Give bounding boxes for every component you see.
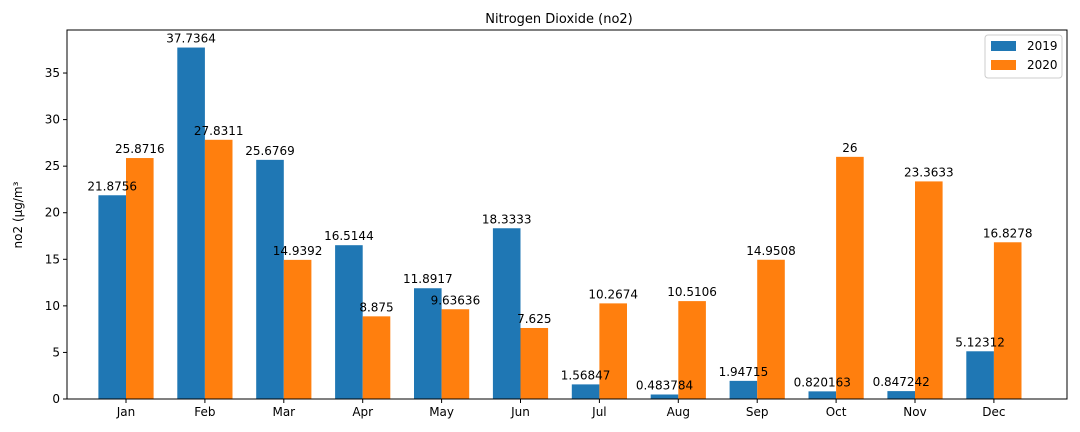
x-tick-label: Mar: [272, 405, 295, 419]
y-axis-label: no2 (µg/m³: [11, 181, 25, 248]
data-label: 1.94715: [719, 365, 769, 379]
legend-swatch-2020: [991, 60, 1016, 70]
legend: 2019 2020: [984, 34, 1063, 79]
data-label: 7.625: [517, 312, 551, 326]
data-label: 10.5106: [667, 285, 717, 299]
x-tick-label: Jan: [116, 405, 136, 419]
bar-2019-oct: [808, 391, 837, 399]
bar-2019-mar: [256, 159, 284, 399]
data-label: 10.2674: [588, 287, 638, 301]
x-tick-label: Jul: [591, 405, 606, 419]
data-label: 14.9508: [746, 244, 796, 258]
data-label: 23.3633: [904, 165, 954, 179]
x-tick-label: Nov: [903, 405, 926, 419]
bar-2020-jun: [520, 327, 549, 399]
bars-layer: [98, 47, 1022, 399]
bar-2019-apr: [335, 245, 363, 399]
bar-2020-dec: [993, 242, 1022, 399]
y-tick-label: 20: [45, 206, 60, 220]
x-tick-label: May: [429, 405, 454, 419]
data-label: 37.7364: [166, 32, 216, 46]
data-label: 16.5144: [324, 229, 374, 243]
y-tick-label: 25: [45, 159, 60, 173]
bar-2020-aug: [678, 301, 706, 399]
data-label: 8.875: [359, 300, 393, 314]
y-axis: 0 5 10 15 20 25 30 35: [45, 66, 67, 406]
x-tick-label: Dec: [982, 405, 1005, 419]
data-label: 0.847242: [873, 375, 930, 389]
bar-2019-sep: [729, 380, 758, 399]
legend-label-2020: 2020: [1027, 58, 1058, 72]
data-label: 0.483784: [636, 378, 693, 392]
y-tick-label: 35: [45, 66, 60, 80]
data-label: 26: [842, 141, 857, 155]
data-label: 11.8917: [403, 272, 453, 286]
y-tick-label: 0: [52, 392, 60, 406]
y-tick-label: 15: [45, 252, 60, 266]
bar-2020-oct: [836, 156, 864, 399]
bar-2020-mar: [283, 259, 312, 399]
data-label: 18.3333: [482, 212, 532, 226]
data-label: 25.8716: [115, 142, 165, 156]
x-tick-label: Feb: [194, 405, 215, 419]
data-label: 14.9392: [273, 244, 323, 258]
bar-2020-nov: [915, 181, 943, 399]
data-label: 16.8278: [983, 226, 1033, 240]
x-tick-label: Apr: [352, 405, 373, 419]
bar-2019-nov: [887, 391, 915, 399]
data-label: 27.8311: [194, 124, 244, 138]
plot-frame: [66, 29, 1068, 400]
bar-2019-jun: [492, 228, 521, 399]
y-tick-label: 30: [45, 113, 60, 127]
bar-2020-feb: [204, 139, 233, 399]
x-tick-label: Oct: [826, 405, 847, 419]
bar-2019-may: [414, 288, 442, 399]
y-tick-label: 10: [45, 299, 60, 313]
x-tick-label: Sep: [746, 405, 769, 419]
x-tick-label: Jun: [510, 405, 530, 419]
data-label: 9.63636: [431, 293, 481, 307]
data-label: 25.6769: [245, 144, 295, 158]
y-tick-label: 5: [52, 345, 60, 359]
legend-label-2019: 2019: [1027, 39, 1058, 53]
bar-2020-jan: [126, 158, 154, 399]
bar-2020-jul: [599, 303, 627, 399]
legend-swatch-2019: [991, 41, 1016, 51]
bar-labels-layer: 21.8756 37.7364 25.6769 16.5144 11.8917 18.33…: [87, 32, 1032, 393]
x-tick-label: Aug: [667, 405, 690, 419]
bar-2019-aug: [650, 394, 679, 399]
bar-2019-dec: [966, 351, 994, 399]
bar-2019-feb: [177, 47, 205, 399]
chart-title: Nitrogen Dioxide (no2): [485, 12, 633, 27]
data-label: 21.8756: [87, 179, 137, 193]
x-axis: Jan Feb Mar Apr May Jun Jul Aug Sep Oct Nov Dec: [116, 399, 1006, 419]
bar-2020-apr: [362, 316, 391, 399]
data-label: 5.12312: [955, 335, 1005, 349]
bar-2019-jan: [98, 195, 126, 399]
data-label: 0.820163: [794, 375, 851, 389]
data-label: 1.56847: [561, 368, 611, 382]
bar-2020-may: [441, 309, 470, 399]
bar-2019-jul: [571, 384, 600, 399]
bar-2020-sep: [757, 259, 785, 399]
